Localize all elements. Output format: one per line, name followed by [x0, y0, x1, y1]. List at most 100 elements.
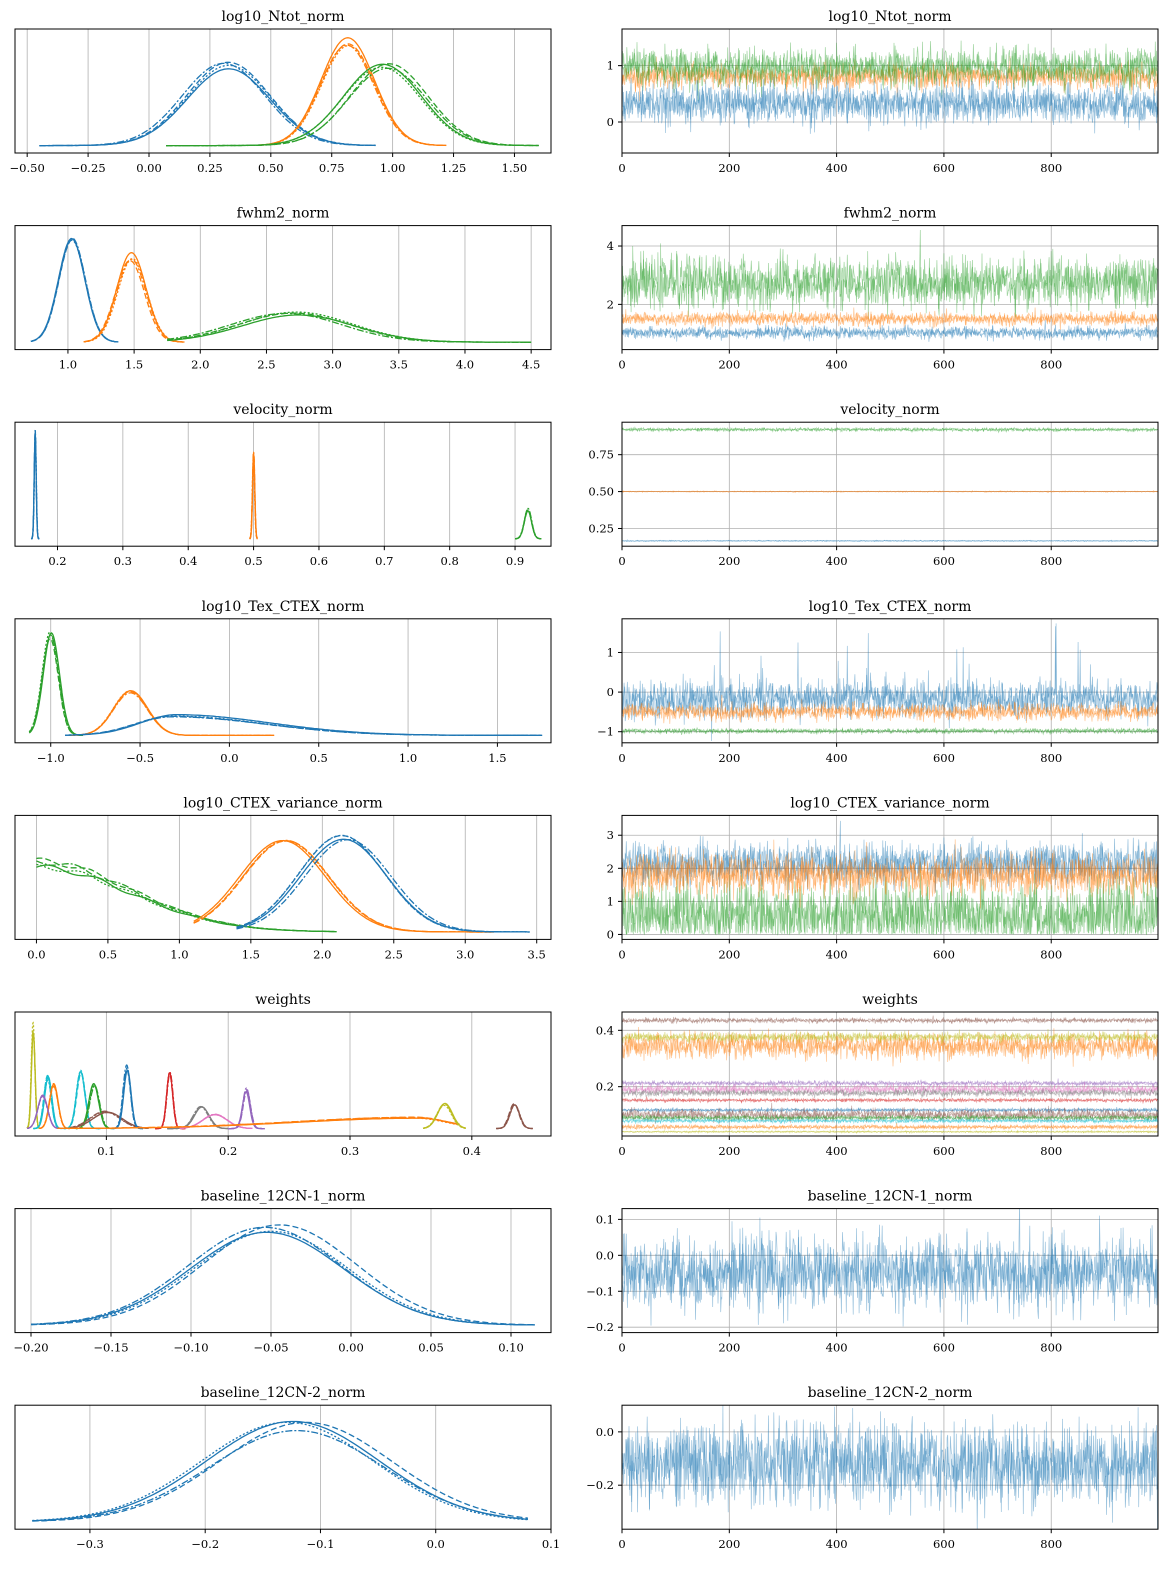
axes-frame: [621, 1011, 1159, 1137]
density-line: [193, 839, 494, 933]
density-line: [30, 1230, 535, 1326]
x-tick-label: 0: [618, 1537, 625, 1551]
trace-line: [622, 1029, 1158, 1065]
panel-title: log10_CTEX_variance_norm: [790, 795, 989, 811]
trace-line: [622, 1405, 1158, 1530]
gridlines: [50, 618, 498, 743]
x-tick-label: 400: [826, 161, 848, 175]
panel-log10-tex-ctex-norm-density: log10_Tex_CTEX_norm −1.0 −0.5 0.0 0.5 1.0 1.5: [14, 599, 552, 765]
trace-line: [622, 426, 1158, 434]
density-line: [228, 1089, 265, 1130]
density-line: [496, 1104, 533, 1130]
x-tick-label: 1.0: [59, 358, 77, 372]
x-tick-label: 0.0: [27, 947, 45, 961]
density-line: [63, 1072, 101, 1130]
x-tick-label: 2.5: [385, 947, 403, 961]
density-line: [31, 1224, 536, 1326]
density-line: [166, 63, 539, 147]
axes-frame: [14, 28, 552, 154]
y-tick-label: −0.2: [586, 1320, 614, 1334]
x-tick-label: 200: [718, 1144, 740, 1158]
panel-log10-ctex-variance-norm-trace: log10_CTEX_variance_norm 0 200 400 600 800 0 1 2…: [607, 795, 1159, 961]
x-tick-label: 2.5: [257, 358, 275, 372]
x-tick-label: 0.9: [506, 554, 524, 568]
trace-line: [622, 1123, 1158, 1132]
trace-line: [622, 1113, 1158, 1122]
x-tick-label: 400: [826, 358, 848, 372]
series-group: [30, 237, 532, 343]
x-tick-label: 600: [933, 161, 955, 175]
x-tick-label: 800: [1040, 947, 1062, 961]
density-line: [166, 67, 539, 147]
x-tick-label: 400: [826, 751, 848, 765]
axes-frame: [14, 225, 552, 351]
x-tick-label: 1.5: [242, 947, 260, 961]
axes-frame: [621, 28, 1159, 154]
trace-line: [622, 490, 1158, 494]
x-tick-label: 0: [618, 358, 625, 372]
trace-line: [622, 1016, 1158, 1025]
density-line: [112, 1064, 143, 1130]
trace-line: [622, 1086, 1158, 1099]
density-line: [68, 690, 275, 737]
axes-frame: [621, 225, 1159, 351]
series-group: [32, 1420, 528, 1522]
x-tick-label: 0.8: [441, 554, 459, 568]
panel-title: velocity_norm: [839, 402, 939, 418]
y-tick-label: 0.1: [596, 1212, 614, 1226]
y-tick-label: 1: [607, 894, 614, 908]
density-line: [36, 857, 337, 933]
density-line: [83, 258, 185, 343]
trace-line: [622, 41, 1158, 98]
density-line: [30, 1226, 536, 1326]
trace-line: [622, 309, 1158, 330]
y-tick-label: 0.25: [588, 521, 614, 535]
series-group: [622, 1208, 1158, 1327]
trace-line: [622, 1117, 1158, 1125]
axes-frame: [14, 814, 552, 940]
trace-line: [622, 1122, 1158, 1132]
x-tick-label: 0.7: [375, 554, 393, 568]
x-tick-label: 0.25: [197, 161, 223, 175]
trace-line: [622, 250, 1158, 319]
x-tick-label: 600: [933, 947, 955, 961]
panel-title: log10_Tex_CTEX_norm: [202, 599, 365, 615]
density-line: [32, 1421, 528, 1522]
density-line: [30, 237, 119, 343]
trace-line: [622, 626, 1158, 742]
trace-line: [622, 56, 1158, 102]
x-tick-label: 200: [718, 554, 740, 568]
axes-frame: [14, 1208, 552, 1334]
y-tick-label: 3: [607, 828, 614, 842]
x-tick-label: 0.1: [542, 1537, 560, 1551]
series-group: [39, 37, 539, 147]
series-group: [622, 1405, 1158, 1530]
density-line: [63, 1071, 101, 1130]
x-tick-label: 0.00: [338, 1341, 364, 1355]
x-tick-label: −0.10: [173, 1341, 208, 1355]
x-tick-label: 200: [718, 161, 740, 175]
density-line: [75, 1085, 113, 1130]
density-line: [193, 840, 494, 933]
density-line: [30, 1231, 535, 1326]
y-tick-label: 0: [607, 685, 614, 699]
panel-velocity-norm-density: velocity_norm 0.2 0.3 0.4 0.5 0.6 0.7 0.8 0.9: [14, 402, 552, 568]
panel-log10-tex-ctex-norm-trace: log10_Tex_CTEX_norm 0 200 400 600 800 −1 0 1: [597, 599, 1159, 765]
series-group: [622, 40, 1158, 134]
y-tick-label: −1: [597, 725, 614, 739]
x-tick-label: −0.5: [126, 751, 154, 765]
trace-line: [622, 694, 1158, 724]
density-line: [27, 1095, 58, 1129]
density-line: [193, 839, 494, 933]
density-line: [258, 45, 447, 147]
density-line: [515, 508, 542, 540]
x-tick-label: 400: [826, 1341, 848, 1355]
density-line: [423, 1102, 466, 1129]
y-tick-label: −0.2: [586, 1478, 614, 1492]
panel-title: log10_Ntot_norm: [221, 9, 344, 25]
x-tick-label: 200: [718, 947, 740, 961]
trace-line: [622, 1078, 1158, 1088]
trace-line: [622, 72, 1158, 134]
x-tick-label: 0.4: [179, 554, 197, 568]
panel-title: log10_Tex_CTEX_norm: [809, 599, 972, 615]
